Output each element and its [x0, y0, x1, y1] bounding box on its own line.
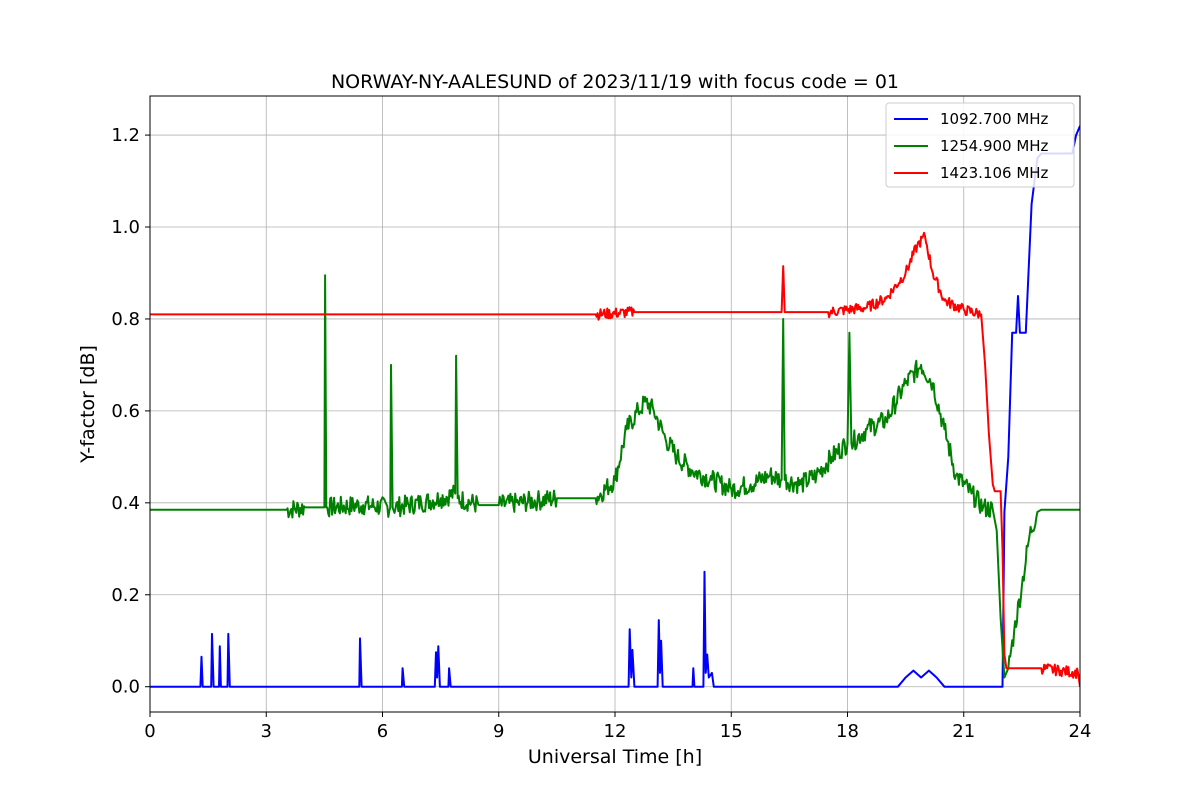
- x-tick-label: 21: [952, 721, 975, 742]
- series-line-0: [150, 125, 1080, 688]
- x-tick-label: 12: [604, 721, 627, 742]
- x-tick-label: 6: [377, 721, 388, 742]
- x-axis-label: Universal Time [h]: [528, 746, 702, 768]
- y-tick-label: 0.2: [111, 585, 140, 606]
- ticks: 0 3 6 9 12 15 18 21 24 0.0 0.2 0.4 0.6 0.8 1.0 1.2: [111, 125, 1091, 742]
- x-tick-label: 0: [144, 721, 155, 742]
- y-axis-label: Y-factor [dB]: [77, 345, 99, 464]
- legend-label: 1254.900 MHz: [940, 137, 1049, 155]
- series-layer: [150, 125, 1080, 688]
- y-tick-label: 0.8: [111, 309, 140, 330]
- x-tick-label: 9: [493, 721, 504, 742]
- y-tick-label: 0.4: [111, 493, 140, 514]
- x-tick-label: 15: [720, 721, 743, 742]
- series-line-2: [150, 231, 1080, 687]
- x-tick-label: 24: [1069, 721, 1092, 742]
- legend-label: 1092.700 MHz: [940, 110, 1049, 128]
- series-line-1: [150, 274, 1080, 679]
- x-tick-label: 18: [836, 721, 859, 742]
- legend-label: 1423.106 MHz: [940, 164, 1049, 182]
- x-tick-label: 3: [261, 721, 272, 742]
- legend: 1092.700 MHz 1254.900 MHz 1423.106 MHz: [885, 102, 1075, 188]
- legend-box: [885, 102, 1075, 188]
- y-tick-label: 1.0: [111, 217, 140, 238]
- y-tick-label: 0.0: [111, 677, 140, 698]
- y-tick-label: 0.6: [111, 401, 140, 422]
- y-tick-label: 1.2: [111, 125, 140, 146]
- chart-title: NORWAY-NY-AALESUND of 2023/11/19 with fo…: [331, 71, 899, 93]
